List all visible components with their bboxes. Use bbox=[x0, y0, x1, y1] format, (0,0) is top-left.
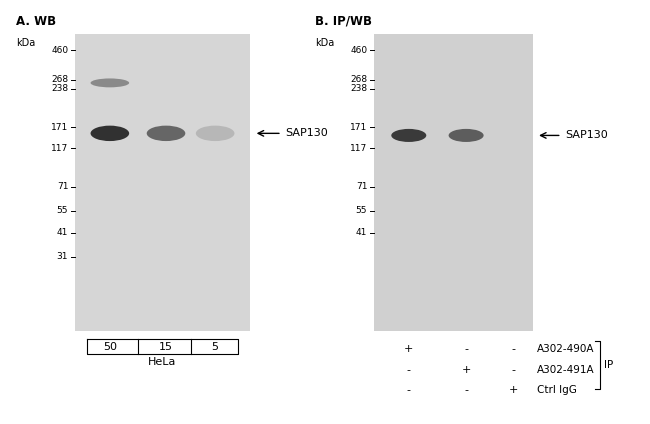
Ellipse shape bbox=[391, 129, 426, 142]
Text: 171: 171 bbox=[350, 123, 367, 132]
Text: 5: 5 bbox=[212, 342, 218, 351]
Text: +: + bbox=[509, 385, 519, 395]
Text: Ctrl IgG: Ctrl IgG bbox=[537, 385, 577, 395]
Text: A302-491A: A302-491A bbox=[537, 365, 594, 375]
Text: IP: IP bbox=[604, 360, 613, 370]
Ellipse shape bbox=[448, 129, 484, 142]
Text: 71: 71 bbox=[57, 182, 68, 191]
Text: kDa: kDa bbox=[16, 38, 36, 48]
Text: 31: 31 bbox=[57, 252, 68, 261]
Text: -: - bbox=[464, 344, 468, 354]
Text: -: - bbox=[512, 365, 516, 375]
Text: 238: 238 bbox=[51, 84, 68, 93]
Text: 55: 55 bbox=[356, 206, 367, 215]
Text: 71: 71 bbox=[356, 182, 367, 191]
Ellipse shape bbox=[90, 78, 129, 87]
Text: SAP130: SAP130 bbox=[285, 128, 328, 138]
Text: 171: 171 bbox=[51, 123, 68, 132]
Text: -: - bbox=[407, 385, 411, 395]
Text: -: - bbox=[464, 385, 468, 395]
Text: 41: 41 bbox=[356, 228, 367, 237]
Text: 268: 268 bbox=[51, 75, 68, 84]
Text: 460: 460 bbox=[350, 46, 367, 55]
Bar bbox=[75, 34, 250, 331]
Text: B. IP/WB: B. IP/WB bbox=[315, 14, 372, 28]
Bar bbox=[374, 34, 533, 331]
Text: SAP130: SAP130 bbox=[565, 131, 608, 140]
Text: A. WB: A. WB bbox=[16, 14, 57, 28]
Text: 117: 117 bbox=[51, 144, 68, 153]
Ellipse shape bbox=[90, 126, 129, 141]
Text: -: - bbox=[407, 365, 411, 375]
Text: kDa: kDa bbox=[315, 38, 335, 48]
Text: 117: 117 bbox=[350, 144, 367, 153]
Text: 238: 238 bbox=[350, 84, 367, 93]
Text: 55: 55 bbox=[57, 206, 68, 215]
Text: A302-490A: A302-490A bbox=[537, 344, 594, 354]
Text: 41: 41 bbox=[57, 228, 68, 237]
Ellipse shape bbox=[147, 126, 185, 141]
Text: 50: 50 bbox=[103, 342, 117, 351]
Text: +: + bbox=[462, 365, 471, 375]
Ellipse shape bbox=[196, 126, 235, 141]
Text: 460: 460 bbox=[51, 46, 68, 55]
Text: HeLa: HeLa bbox=[148, 357, 177, 368]
Text: +: + bbox=[404, 344, 413, 354]
Text: -: - bbox=[512, 344, 516, 354]
Text: 268: 268 bbox=[350, 75, 367, 84]
Text: 15: 15 bbox=[159, 342, 173, 351]
